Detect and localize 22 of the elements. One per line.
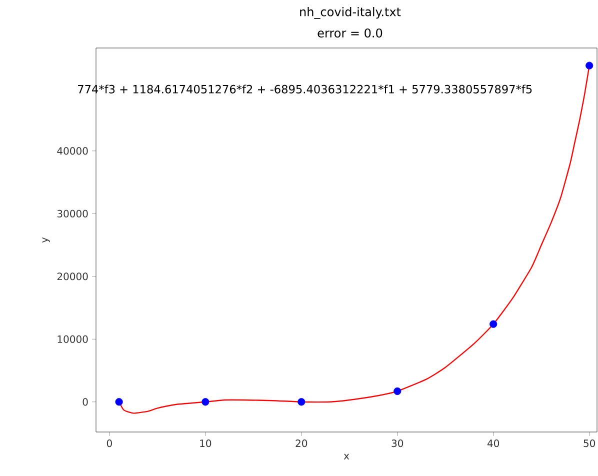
x-tick-label: 0 — [106, 440, 112, 448]
point — [115, 398, 123, 406]
y-tick-label: 0 — [82, 398, 88, 406]
point — [298, 398, 306, 406]
y-tick-label: 10000 — [58, 335, 88, 343]
x-tick-label: 50 — [584, 440, 596, 448]
annotation: 774*f3 + 1184.6174051276*f2 + -6895.4036312221*f1 + 5779.3380557897*f5 — [78, 84, 532, 94]
point — [490, 320, 498, 328]
y-tick-label: 30000 — [57, 210, 88, 218]
y-tick-label: 40000 — [57, 147, 88, 155]
point — [586, 62, 594, 70]
y-tick-label: 20000 — [57, 272, 88, 280]
point — [202, 398, 210, 406]
x-axis-title: x — [344, 454, 350, 460]
chart-subtitle: error = 0.0 — [318, 28, 382, 38]
point — [394, 387, 402, 396]
x-tick-label: 40 — [487, 440, 500, 448]
x-tick-label: 20 — [296, 440, 308, 448]
x-tick-label: 30 — [392, 440, 404, 448]
chart-title: nh_covid-italy.txt — [300, 7, 401, 19]
y-axis-title: y — [42, 237, 50, 243]
x-tick-label: 10 — [200, 440, 212, 448]
